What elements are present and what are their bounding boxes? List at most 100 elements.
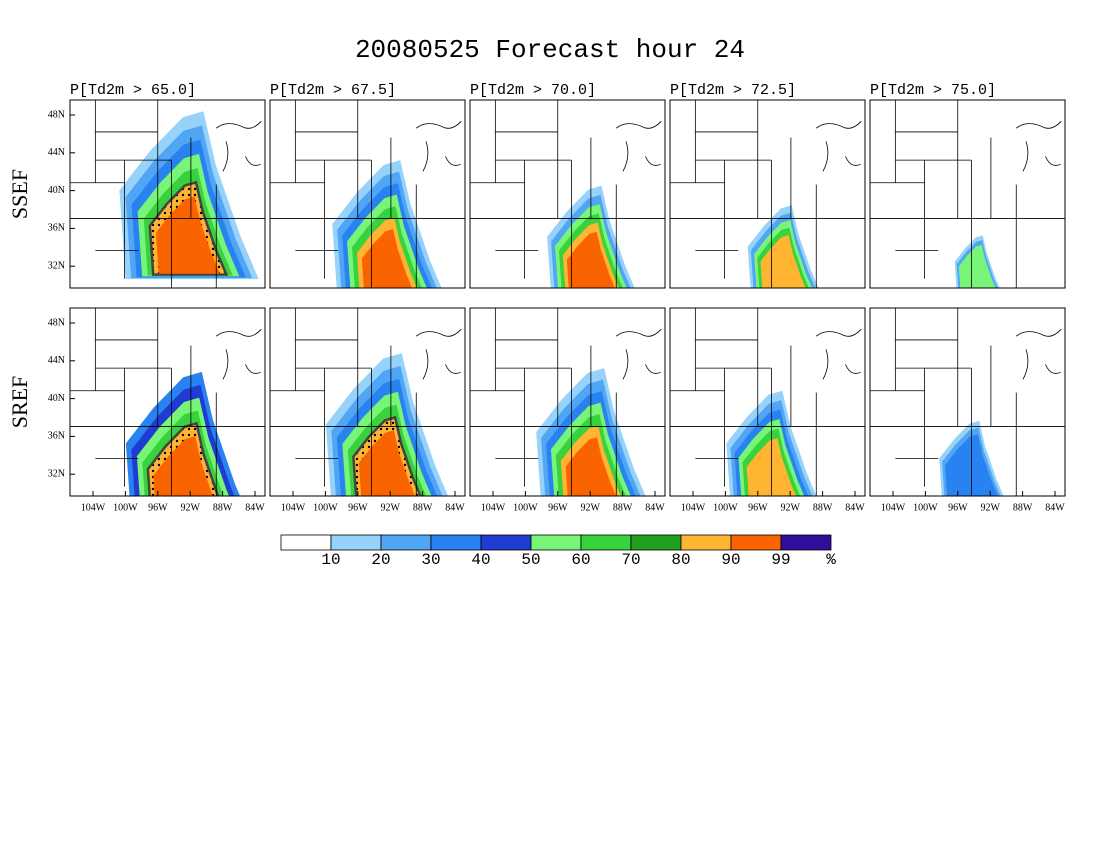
great-lakes bbox=[416, 120, 462, 172]
lon-label: 96W bbox=[348, 502, 368, 513]
lat-label: 36N bbox=[48, 223, 65, 234]
lon-label: 84W bbox=[445, 502, 465, 513]
panel-frame bbox=[69, 99, 266, 289]
row-label: SSEF bbox=[7, 169, 32, 219]
fields bbox=[470, 100, 665, 288]
lat-label: 40N bbox=[48, 393, 65, 404]
map-panel bbox=[669, 307, 866, 497]
lon-label: 92W bbox=[380, 502, 400, 513]
map-panel bbox=[669, 99, 866, 289]
colorbar-box bbox=[530, 534, 582, 551]
map-panel bbox=[469, 99, 666, 289]
colorbar-label: 70 bbox=[621, 551, 640, 569]
map-panel bbox=[69, 99, 266, 289]
great-lakes bbox=[1016, 328, 1062, 380]
panel-frame bbox=[469, 307, 666, 497]
lat-label: 44N bbox=[48, 147, 65, 158]
colorbar-label: 10 bbox=[321, 551, 340, 569]
colorbar-label: 80 bbox=[671, 551, 690, 569]
great-lakes bbox=[216, 328, 262, 380]
lon-label: 84W bbox=[1045, 502, 1065, 513]
great-lakes bbox=[816, 328, 862, 380]
colorbar-box bbox=[630, 534, 682, 551]
panel-title: P[Td2m > 72.5] bbox=[670, 82, 796, 99]
lon-label: 100W bbox=[913, 502, 938, 513]
lat-label: 36N bbox=[48, 431, 65, 442]
lon-label: 92W bbox=[580, 502, 600, 513]
great-lakes bbox=[1016, 120, 1062, 172]
fields bbox=[670, 308, 865, 496]
great-lakes bbox=[616, 328, 662, 380]
panel-title: P[Td2m > 75.0] bbox=[870, 82, 996, 99]
lon-label: 88W bbox=[613, 502, 633, 513]
colorbar-box bbox=[380, 534, 432, 551]
great-lakes bbox=[416, 328, 462, 380]
panel-frame bbox=[269, 307, 466, 497]
colorbar-box bbox=[680, 534, 732, 551]
fields bbox=[70, 308, 265, 496]
lon-label: 100W bbox=[113, 502, 138, 513]
panel-frame bbox=[869, 307, 1066, 497]
lon-label: 96W bbox=[548, 502, 568, 513]
colorbar-label: 20 bbox=[371, 551, 390, 569]
fields bbox=[870, 308, 1065, 496]
map-panel bbox=[269, 99, 466, 289]
lat-label: 48N bbox=[48, 109, 65, 120]
lon-label: 88W bbox=[213, 502, 233, 513]
lon-label: 88W bbox=[413, 502, 433, 513]
lat-label: 48N bbox=[48, 317, 65, 328]
great-lakes bbox=[616, 120, 662, 172]
lon-label: 96W bbox=[948, 502, 968, 513]
colorbar-box bbox=[430, 534, 482, 551]
colorbar-box bbox=[730, 534, 782, 551]
colorbar-box bbox=[480, 534, 532, 551]
lat-label: 44N bbox=[48, 355, 65, 366]
lat-label: 32N bbox=[48, 260, 65, 271]
probability-field bbox=[565, 437, 617, 496]
colorbar-label: 60 bbox=[571, 551, 590, 569]
lon-label: 100W bbox=[513, 502, 538, 513]
panel-frame bbox=[269, 99, 466, 289]
probability-field bbox=[566, 231, 615, 288]
lon-label: 92W bbox=[180, 502, 200, 513]
great-lakes bbox=[216, 120, 262, 172]
fields bbox=[470, 308, 665, 496]
fields bbox=[70, 100, 265, 288]
panel-title: P[Td2m > 65.0] bbox=[70, 82, 196, 99]
lon-label: 96W bbox=[748, 502, 768, 513]
panel-frame bbox=[69, 307, 266, 497]
colorbar-box bbox=[280, 534, 332, 551]
lon-label: 104W bbox=[481, 502, 506, 513]
lon-label: 92W bbox=[980, 502, 1000, 513]
probability-field bbox=[153, 436, 213, 496]
lat-label: 40N bbox=[48, 185, 65, 196]
colorbar-box bbox=[330, 534, 382, 551]
colorbar-label: 99 bbox=[771, 551, 790, 569]
great-lakes bbox=[816, 120, 862, 172]
map-panel bbox=[469, 307, 666, 497]
map-panel bbox=[269, 307, 466, 497]
probability-field bbox=[358, 430, 416, 496]
lon-label: 100W bbox=[313, 502, 338, 513]
lat-label: 32N bbox=[48, 468, 65, 479]
lon-label: 104W bbox=[881, 502, 906, 513]
lon-label: 84W bbox=[845, 502, 865, 513]
fields bbox=[270, 100, 465, 288]
colorbar-label: 90 bbox=[721, 551, 740, 569]
colorbar-label: 30 bbox=[421, 551, 440, 569]
panel-frame bbox=[669, 307, 866, 497]
map-panel bbox=[869, 99, 1066, 289]
colorbar-unit: % bbox=[826, 551, 836, 569]
lon-label: 104W bbox=[281, 502, 306, 513]
probability-field bbox=[155, 196, 220, 274]
colorbar-box bbox=[580, 534, 632, 551]
lon-label: 88W bbox=[1013, 502, 1033, 513]
colorbar-box bbox=[780, 534, 832, 551]
probability-field bbox=[361, 229, 413, 288]
colorbar-label: 40 bbox=[471, 551, 490, 569]
probability-field bbox=[958, 244, 996, 288]
colorbar-label: 50 bbox=[521, 551, 540, 569]
lon-label: 100W bbox=[713, 502, 738, 513]
panel-title: P[Td2m > 70.0] bbox=[470, 82, 596, 99]
